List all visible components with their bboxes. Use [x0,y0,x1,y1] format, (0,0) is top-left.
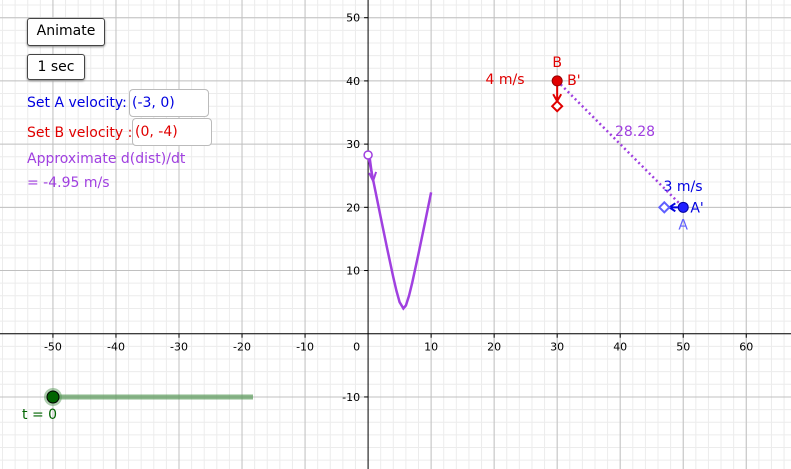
x-tick-label: -10 [296,341,314,354]
y-tick-label: 30 [346,138,360,151]
x-tick-label: 30 [550,341,564,354]
b-velocity-input[interactable]: (0, -4) [132,118,212,146]
x-tick-label: -40 [107,341,125,354]
speed-a: 3 m/s [663,179,702,195]
origin-label: 0 [353,341,360,354]
slider-label: t = 0 [22,407,58,423]
x-tick-label: -20 [233,341,251,354]
point-label: B [552,55,562,71]
point-label: B' [567,73,580,89]
point [677,201,689,213]
x-tick-label: 60 [739,341,753,354]
derivative-value: = -4.95 m/s [27,175,110,191]
y-tick-label: 40 [346,75,360,88]
animate-button[interactable]: Animate [27,18,105,46]
x-tick-label: -30 [170,341,188,354]
speed-b: 4 m/s [485,72,524,88]
x-tick-label: 10 [424,341,438,354]
x-tick-label: 20 [487,341,501,354]
a-velocity-label: Set A velocity: [27,95,127,111]
duration-button[interactable]: 1 sec [27,54,85,80]
b-velocity-label: Set B velocity : [27,125,133,141]
point [550,99,564,113]
y-tick-label: -10 [342,391,360,404]
slider-knob [46,390,60,404]
x-tick-label: 50 [676,341,690,354]
curve-arrow [368,158,378,184]
x-tick-label: 40 [613,341,627,354]
a-velocity-input[interactable]: (-3, 0) [129,89,209,117]
point-label: A' [690,200,703,216]
point [657,200,671,214]
point [551,75,563,87]
distance-curve [366,154,433,311]
distance-label: 28.28 [615,124,655,140]
curve-start [363,150,373,160]
y-tick-label: 50 [346,12,360,25]
y-tick-label: 20 [346,201,360,214]
x-tick-label: -50 [44,341,62,354]
derivative-label: Approximate d(dist)/dt [27,151,186,167]
y-tick-label: 10 [346,265,360,278]
point-label: A [678,217,688,233]
